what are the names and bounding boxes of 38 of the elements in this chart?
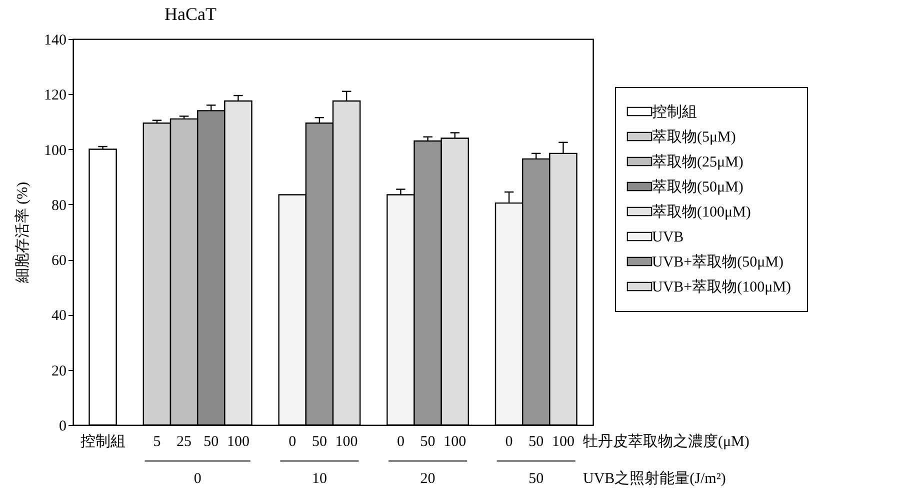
- y-tick-label: 80: [52, 198, 66, 214]
- x-tick-label: 50: [420, 434, 436, 450]
- y-tick-label: 140: [44, 32, 66, 48]
- legend-label: UVB+萃取物(50μM): [652, 254, 784, 270]
- legend-label: 萃取物(5μM): [652, 128, 736, 146]
- text: 50: [528, 471, 544, 487]
- legend-label: 萃取物(100μM): [652, 204, 751, 220]
- y-tick-label: 60: [52, 253, 66, 270]
- legend-label: UVB+萃取物(100μM): [652, 278, 792, 296]
- y-axis-title: 細胞存活率 (%): [14, 182, 31, 284]
- x-tick-label: 50: [528, 434, 544, 450]
- y-tick-label: 120: [44, 88, 66, 104]
- y-tick-label: 40: [52, 308, 66, 324]
- text: 牡丹皮萃取物之濃度(μM): [583, 433, 750, 450]
- legend-label: UVB: [652, 230, 684, 246]
- legend-label: 控制組: [652, 104, 697, 120]
- chart-title: HaCaT: [164, 4, 216, 24]
- legend-label: 萃取物(25μM): [652, 154, 744, 170]
- x-tick-label: 100: [335, 434, 358, 450]
- x-tick-label: 控制組: [80, 433, 126, 450]
- y-tick-label: 100: [44, 142, 66, 159]
- text: UVB之照射能量(J/m²): [583, 470, 726, 487]
- x-tick-label: 25: [176, 434, 192, 450]
- y-tick-label: 20: [52, 363, 66, 380]
- x-tick-label: 0: [396, 434, 404, 450]
- text: 0: [194, 471, 202, 487]
- x-tick-label: 100: [552, 434, 574, 450]
- legend-label: 萃取物(50μM): [652, 178, 744, 196]
- text: 10: [312, 471, 327, 487]
- x-tick-label: 50: [312, 434, 327, 450]
- text: 20: [420, 471, 436, 487]
- x-tick-label: 0: [288, 434, 296, 450]
- y-tick-label: 0: [59, 418, 66, 434]
- x-tick-label: 100: [226, 434, 250, 450]
- x-tick-label: 50: [204, 434, 219, 450]
- x-tick-label: 100: [444, 434, 466, 450]
- x-tick-label: 0: [505, 434, 513, 450]
- x-tick-label: 5: [153, 434, 161, 450]
